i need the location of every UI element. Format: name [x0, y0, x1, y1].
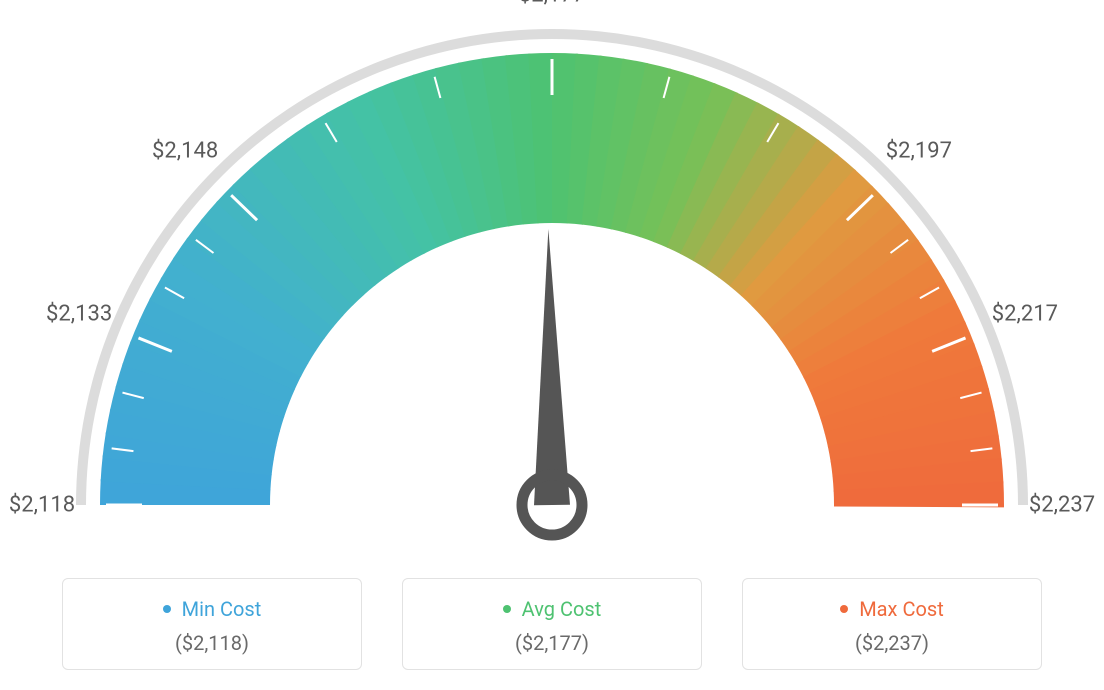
gauge-label: $2,177 [519, 0, 585, 8]
legend-label-min: Min Cost [182, 597, 262, 621]
legend-dot-min [163, 605, 171, 613]
legend-title-avg: Avg Cost [415, 597, 689, 621]
legend-label-avg: Avg Cost [522, 597, 602, 621]
legend-dot-avg [503, 605, 511, 613]
gauge-label: $2,237 [1029, 493, 1095, 518]
legend-card-min: Min Cost ($2,118) [62, 578, 362, 670]
gauge-label: $2,217 [992, 301, 1058, 326]
legend-row: Min Cost ($2,118) Avg Cost ($2,177) Max … [0, 560, 1104, 670]
gauge-label: $2,118 [9, 493, 75, 518]
legend-value-max: ($2,237) [755, 631, 1029, 655]
gauge-svg [0, 0, 1104, 560]
legend-title-max: Max Cost [755, 597, 1029, 621]
legend-dot-max [840, 605, 848, 613]
gauge-label: $2,148 [152, 138, 218, 163]
cost-gauge-chart: $2,118 $2,133 $2,148 $2,177 $2,197 $2,217 $2,2… [0, 0, 1104, 560]
legend-label-max: Max Cost [859, 597, 944, 621]
legend-card-avg: Avg Cost ($2,177) [402, 578, 702, 670]
legend-card-max: Max Cost ($2,237) [742, 578, 1042, 670]
legend-value-avg: ($2,177) [415, 631, 689, 655]
gauge-needle [534, 229, 570, 505]
gauge-label: $2,197 [886, 138, 952, 163]
legend-title-min: Min Cost [75, 597, 349, 621]
legend-value-min: ($2,118) [75, 631, 349, 655]
gauge-label: $2,133 [46, 301, 112, 326]
